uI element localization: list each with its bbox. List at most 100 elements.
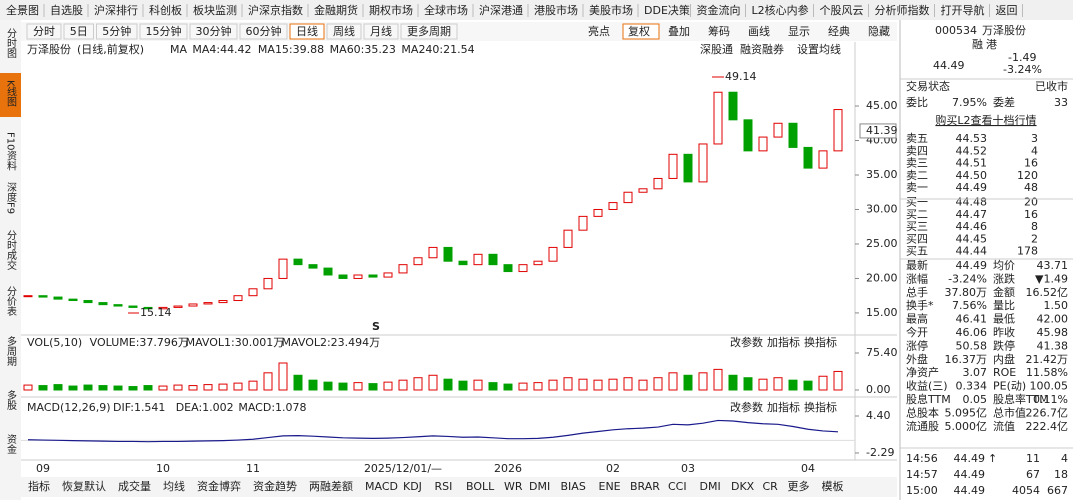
indicator-tab[interactable]: 模板 <box>822 479 844 493</box>
period-label[interactable]: 5日 <box>70 25 88 38</box>
period-button[interactable] <box>326 23 362 40</box>
sidebar-tab[interactable]: 资金 <box>5 434 17 454</box>
tool-label[interactable]: 隐藏 <box>868 25 890 38</box>
indicator-tab[interactable]: MACD <box>365 480 398 493</box>
indicator-tab[interactable]: 均线 <box>163 479 185 493</box>
menu-item[interactable]: 美股市场 <box>589 3 633 17</box>
tool-label[interactable]: 复权 <box>628 24 650 38</box>
volume-bar <box>188 385 198 391</box>
sidebar-tab[interactable]: 分价表 <box>5 286 17 317</box>
period-button[interactable] <box>139 23 188 40</box>
menu-item[interactable]: 打开导航 <box>941 3 985 17</box>
indicator-tab[interactable]: 更多 <box>788 479 810 493</box>
menu-item[interactable]: 资金流向 <box>697 3 741 17</box>
period-label[interactable]: 更多周期 <box>407 24 451 38</box>
menu-item[interactable]: 科创板 <box>149 3 182 17</box>
menu-item[interactable]: 金融期货 <box>314 3 358 17</box>
menu-item[interactable]: 港股市场 <box>534 3 578 17</box>
panel-button[interactable]: 改参数 <box>730 400 763 414</box>
menu-item[interactable]: DDE决策 <box>644 3 690 17</box>
tool-label[interactable]: 亮点 <box>588 24 610 38</box>
period-button[interactable] <box>400 23 458 40</box>
period-button[interactable] <box>63 23 94 40</box>
panel-button[interactable]: 改参数 <box>730 335 763 349</box>
panel-button[interactable]: 换指标 <box>804 400 837 414</box>
last-price: 44.49 <box>933 59 965 72</box>
chart-link[interactable]: 设置均线 <box>797 42 841 56</box>
chart-link[interactable]: 深股通 <box>700 43 733 56</box>
volume-bar <box>728 374 738 391</box>
tool-label[interactable]: 叠加 <box>668 25 690 38</box>
candle-body <box>473 253 483 266</box>
menu-item[interactable]: 期权市场 <box>369 3 413 17</box>
menu-item[interactable]: 全景图 <box>6 3 39 17</box>
period-button[interactable] <box>189 23 238 40</box>
tool-label[interactable]: 筹码 <box>708 24 730 38</box>
sidebar-tab[interactable]: 多周期 <box>5 335 17 367</box>
sidebar-tab[interactable]: 深度F9 <box>5 182 17 214</box>
indicator-tab[interactable]: WR <box>504 480 523 493</box>
period-button[interactable] <box>239 23 288 40</box>
menu-item[interactable]: 个股风云 <box>820 4 864 17</box>
indicator-tab[interactable]: 恢复默认 <box>62 479 106 493</box>
period-label[interactable]: 60分钟 <box>246 24 282 38</box>
tool-label[interactable]: 画线 <box>748 24 770 38</box>
period-label[interactable]: 5分钟 <box>102 24 131 38</box>
period-label[interactable]: 月线 <box>370 24 392 38</box>
stat-value: 37.80万 <box>945 286 988 299</box>
volume-bar <box>713 368 723 391</box>
indicator-tab[interactable]: 指标 <box>28 479 50 493</box>
panel-button[interactable]: 加指标 <box>767 335 800 349</box>
indicator-tab[interactable]: KDJ <box>403 480 422 493</box>
period-button[interactable] <box>289 23 325 40</box>
period-button[interactable] <box>363 23 399 40</box>
sidebar-tab[interactable]: K线图 <box>5 80 17 107</box>
indicator-tab[interactable]: DKX <box>731 480 755 493</box>
period-button[interactable] <box>96 23 138 40</box>
sidebar-tab[interactable]: 多股 <box>5 389 17 411</box>
chart-link[interactable]: 融资融券 <box>740 42 784 56</box>
indicator-tab[interactable]: CR <box>763 480 779 493</box>
indicator-tab[interactable]: CCI <box>668 480 687 493</box>
indicator-tab[interactable]: BRAR <box>630 480 660 493</box>
sidebar-tab[interactable]: 分时图 <box>5 28 17 59</box>
menu-item[interactable]: 沪深京指数 <box>248 3 303 17</box>
indicator-tab[interactable]: 两融差额 <box>309 479 353 493</box>
book-label: 买一 <box>906 196 928 209</box>
indicator-tab[interactable]: DMI <box>529 480 550 493</box>
indicator-tab[interactable]: BIAS <box>561 480 586 493</box>
book-volume: 4 <box>1031 144 1038 157</box>
panel-button[interactable]: 加指标 <box>767 400 800 414</box>
menu-item[interactable]: 全球市场 <box>424 3 468 17</box>
ratio-label: 委差 <box>993 95 1015 109</box>
indicator-tab[interactable]: ENE <box>599 480 621 493</box>
indicator-tab[interactable]: 成交量 <box>118 479 151 493</box>
menu-item[interactable]: 分析师指数 <box>875 3 930 17</box>
menu-item[interactable]: 沪深港通 <box>479 3 523 17</box>
sidebar-tab[interactable]: 分时成交 <box>5 230 17 271</box>
indicator-tab[interactable]: 资金博弈 <box>197 479 241 493</box>
indicator-tab[interactable]: BOLL <box>466 480 495 493</box>
indicator-tab[interactable]: RSI <box>435 480 453 493</box>
period-label[interactable]: 日线 <box>296 24 318 38</box>
period-label[interactable]: 分时 <box>33 25 55 38</box>
menu-item[interactable]: 沪深排行 <box>94 3 138 17</box>
tool-label[interactable]: 经典 <box>828 24 850 38</box>
volume-bar <box>683 374 693 391</box>
period-label[interactable]: 30分钟 <box>196 24 232 38</box>
l2-link[interactable]: 购买L2查看十档行情 <box>935 113 1036 127</box>
menu-item[interactable]: 自选股 <box>50 4 83 17</box>
menu-item[interactable]: 板块监测 <box>193 3 237 17</box>
period-label[interactable]: 15分钟 <box>146 24 182 38</box>
tool-label[interactable]: 显示 <box>788 25 810 38</box>
period-button[interactable] <box>26 23 62 40</box>
menu-item[interactable]: L2核心内参 <box>752 3 809 17</box>
indicator-tab[interactable]: DMI <box>700 480 721 493</box>
indicator-tab[interactable]: 资金趋势 <box>253 479 297 493</box>
menu-item[interactable]: 返回 <box>996 4 1018 17</box>
volume-bar <box>533 382 543 391</box>
period-label[interactable]: 周线 <box>333 24 355 38</box>
sidebar-tab[interactable]: F10资料 <box>5 132 17 171</box>
panel-button[interactable]: 换指标 <box>804 335 837 349</box>
stat-label: 均价 <box>993 259 1015 272</box>
